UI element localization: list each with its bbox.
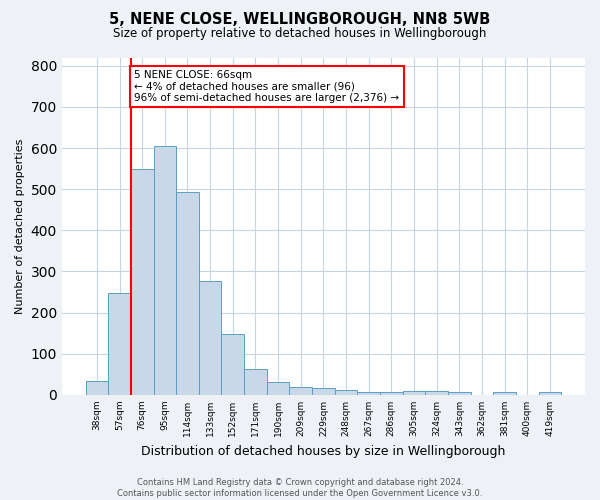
Bar <box>289 386 312 395</box>
Text: 5, NENE CLOSE, WELLINGBOROUGH, NN8 5WB: 5, NENE CLOSE, WELLINGBOROUGH, NN8 5WB <box>109 12 491 28</box>
Y-axis label: Number of detached properties: Number of detached properties <box>15 138 25 314</box>
Bar <box>131 168 154 395</box>
Bar <box>154 146 176 395</box>
Bar <box>221 334 244 395</box>
Bar <box>425 391 448 395</box>
Bar <box>493 392 516 395</box>
Bar <box>335 390 358 395</box>
Text: 5 NENE CLOSE: 66sqm
← 4% of detached houses are smaller (96)
96% of semi-detache: 5 NENE CLOSE: 66sqm ← 4% of detached hou… <box>134 70 400 103</box>
Bar <box>358 392 380 395</box>
Text: Contains HM Land Registry data © Crown copyright and database right 2024.
Contai: Contains HM Land Registry data © Crown c… <box>118 478 482 498</box>
Bar <box>380 392 403 395</box>
Bar <box>199 280 221 395</box>
Bar <box>244 370 267 395</box>
Bar <box>176 192 199 395</box>
Bar <box>86 380 108 395</box>
X-axis label: Distribution of detached houses by size in Wellingborough: Distribution of detached houses by size … <box>141 444 506 458</box>
Bar <box>267 382 289 395</box>
Bar <box>403 391 425 395</box>
Bar <box>539 392 561 395</box>
Bar <box>108 293 131 395</box>
Bar <box>448 392 470 395</box>
Bar <box>312 388 335 395</box>
Text: Size of property relative to detached houses in Wellingborough: Size of property relative to detached ho… <box>113 28 487 40</box>
